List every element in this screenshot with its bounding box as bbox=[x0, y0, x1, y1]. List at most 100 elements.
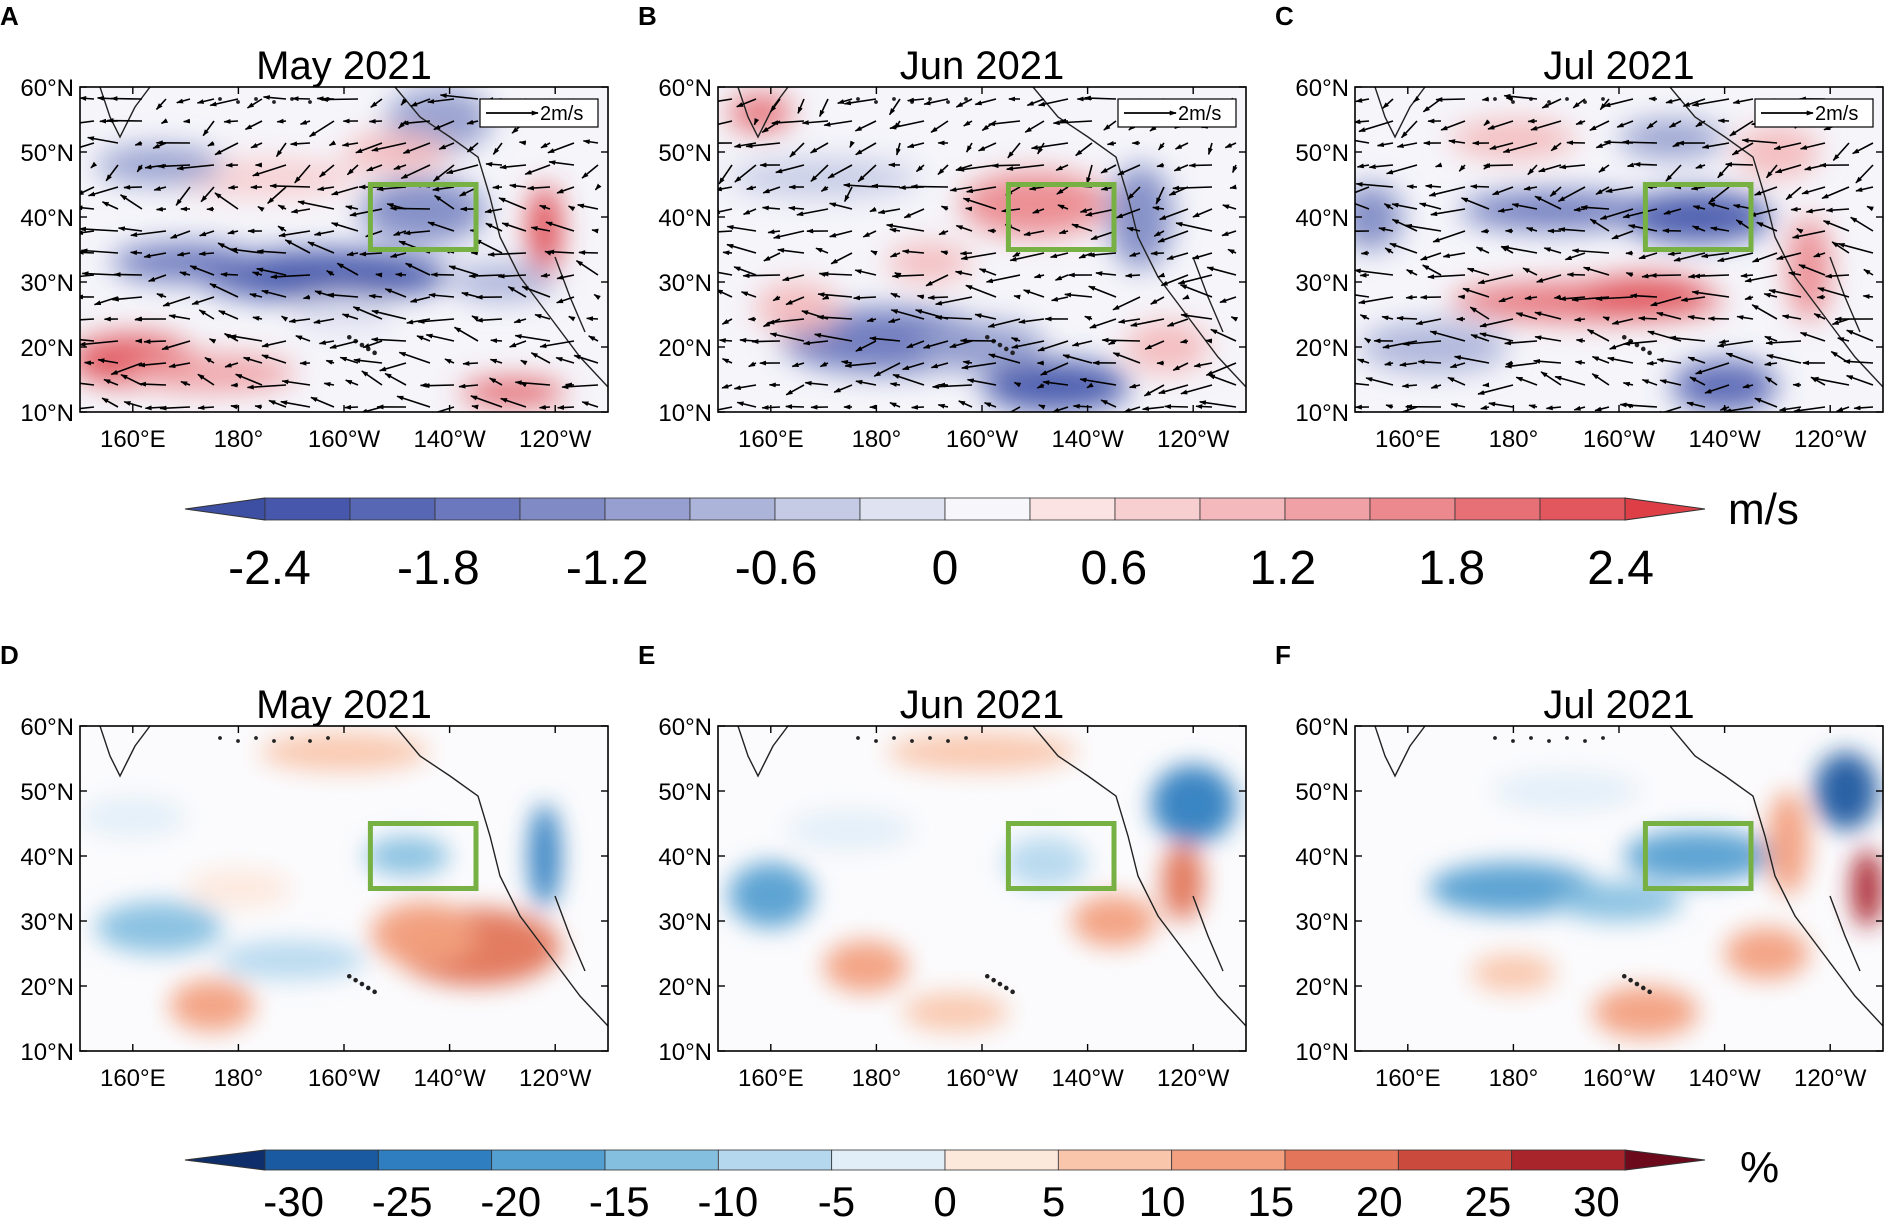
colorbar-tick-label: -15 bbox=[589, 1178, 650, 1217]
lat-tick-label: 20°N bbox=[1295, 335, 1349, 362]
colorbar-tick-label: -1.8 bbox=[397, 542, 480, 595]
colorbar-swatch bbox=[831, 1149, 946, 1171]
lon-tick-label: 160°E bbox=[100, 426, 166, 453]
study-region-box bbox=[367, 182, 479, 252]
colorbar-wind: -2.4 -1.8 -1.2 -0.6 0 0.6 1.2 1.8 2.4 m/s bbox=[184, 485, 1799, 595]
lat-tick-label: 30°N bbox=[658, 909, 712, 936]
wind-vectors bbox=[80, 93, 602, 412]
lat-tick-label: 40°N bbox=[658, 205, 712, 232]
lon-tick-label: 120°W bbox=[1794, 1065, 1867, 1092]
colorbar-swatch bbox=[1029, 497, 1116, 521]
colorbar-tick-label: 1.8 bbox=[1418, 542, 1485, 595]
anomaly-field bbox=[1355, 87, 1883, 412]
colorbar-tick-label: -30 bbox=[263, 1178, 324, 1217]
lon-tick-label: 180° bbox=[214, 426, 264, 453]
lat-tick-label: 30°N bbox=[1295, 909, 1349, 936]
lon-tick-label: 140°W bbox=[413, 1065, 486, 1092]
study-region-box bbox=[1642, 182, 1754, 252]
lat-tick-label: 40°N bbox=[658, 844, 712, 871]
lat-tick-label: 40°N bbox=[20, 844, 74, 871]
lat-tick-label: 30°N bbox=[20, 909, 74, 936]
lat-tick-label: 30°N bbox=[1295, 270, 1349, 297]
colorbar-swatch bbox=[349, 497, 436, 521]
lat-tick-label: 60°N bbox=[1295, 75, 1349, 102]
panel-D: 60°N 50°N 40°N 30°N 20°N 10°N 160°E 180° 160°W 14… bbox=[0, 640, 609, 1092]
lat-tick-label: 10°N bbox=[1295, 400, 1349, 427]
colorbar-tick-label: 10 bbox=[1139, 1178, 1186, 1217]
colorbar-swatch bbox=[944, 1149, 1059, 1171]
lon-tick-label: 180° bbox=[1489, 426, 1539, 453]
lon-tick-label: 140°W bbox=[1688, 1065, 1761, 1092]
colorbar-swatch bbox=[264, 497, 351, 521]
colorbar-swatch bbox=[1171, 1149, 1286, 1171]
panel-letter: C bbox=[1275, 1, 1294, 31]
panel-letter: B bbox=[638, 1, 657, 31]
panel-B: 2m/s 60°N 50°N 40°N 30°N 20°N 10°N 160°E 180° 160… bbox=[638, 1, 1247, 453]
study-region-box bbox=[1005, 821, 1117, 891]
lat-tick-label: 50°N bbox=[658, 779, 712, 806]
lat-tick-label: 60°N bbox=[658, 714, 712, 741]
colorbar-swatch bbox=[1284, 497, 1371, 521]
coastline bbox=[737, 87, 1246, 388]
lon-tick-label: 180° bbox=[852, 1065, 902, 1092]
colorbar-extend-high bbox=[1624, 497, 1706, 521]
lat-tick-label: 10°N bbox=[658, 1039, 712, 1066]
vector-legend-label: 2m/s bbox=[540, 103, 583, 125]
panel-C: 2m/s 60°N 50°N 40°N 30°N 20°N 10°N 160°E 180° 160… bbox=[1275, 1, 1884, 453]
lat-tick-label: 40°N bbox=[20, 205, 74, 232]
lat-tick-label: 30°N bbox=[658, 270, 712, 297]
colorbar-swatch bbox=[1539, 497, 1626, 521]
colorbar-tick-label: 15 bbox=[1247, 1178, 1294, 1217]
colorbar-swatch bbox=[774, 497, 861, 521]
vector-legend-label: 2m/s bbox=[1178, 103, 1221, 125]
lat-tick-label: 10°N bbox=[20, 1039, 74, 1066]
panel-title: May 2021 bbox=[256, 44, 432, 88]
panel-title: May 2021 bbox=[256, 683, 432, 727]
panel-letter: E bbox=[638, 640, 655, 670]
lat-tick-label: 60°N bbox=[20, 75, 74, 102]
anomaly-field bbox=[80, 87, 608, 412]
colorbar-percent: -30 -25 -20 -15 -10 -5 0 5 10 15 20 25 30% bbox=[184, 1143, 1779, 1217]
study-region-box bbox=[1005, 182, 1117, 252]
colorbar-swatch bbox=[717, 1149, 833, 1171]
coastline bbox=[99, 726, 608, 1027]
lon-tick-label: 160°E bbox=[738, 426, 804, 453]
colorbar-swatch bbox=[1057, 1149, 1173, 1171]
panel-letter: D bbox=[0, 640, 19, 670]
study-region-box bbox=[367, 821, 479, 891]
colorbar-swatch bbox=[689, 497, 776, 521]
lon-tick-label: 160°E bbox=[1375, 426, 1441, 453]
lat-tick-label: 50°N bbox=[1295, 779, 1349, 806]
colorbar-swatch bbox=[519, 497, 606, 521]
lon-tick-label: 160°W bbox=[946, 1065, 1019, 1092]
colorbar-swatch bbox=[434, 497, 521, 521]
lat-tick-label: 40°N bbox=[1295, 205, 1349, 232]
lon-tick-label: 120°W bbox=[519, 426, 592, 453]
lat-tick-label: 50°N bbox=[20, 779, 74, 806]
lon-tick-label: 160°W bbox=[308, 1065, 381, 1092]
colorbar-swatch bbox=[1397, 1149, 1513, 1171]
panel-F: 60°N 50°N 40°N 30°N 20°N 10°N 160°E 180° 160°W 14… bbox=[1275, 640, 1884, 1092]
colorbar-tick-label: -10 bbox=[698, 1178, 759, 1217]
colorbar-unit: % bbox=[1740, 1143, 1779, 1192]
colorbar-tick-label: 0 bbox=[932, 542, 959, 595]
colorbar-tick-label: -2.4 bbox=[228, 542, 311, 595]
lon-tick-label: 180° bbox=[852, 426, 902, 453]
lat-tick-label: 20°N bbox=[658, 974, 712, 1001]
colorbar-tick-label: -0.6 bbox=[735, 542, 818, 595]
anomaly-field bbox=[718, 87, 1246, 412]
wind-vectors bbox=[718, 95, 1239, 412]
colorbar-unit: m/s bbox=[1728, 485, 1799, 534]
coastline bbox=[737, 726, 1246, 1027]
colorbar-swatch bbox=[1114, 497, 1201, 521]
panel-A: 2m/s 60°N 50°N 40°N 30°N 20°N 10°N 160°E 180° 160… bbox=[0, 1, 609, 453]
lon-tick-label: 140°W bbox=[1688, 426, 1761, 453]
colorbar-tick-label: 2.4 bbox=[1587, 542, 1654, 595]
lat-tick-label: 50°N bbox=[20, 140, 74, 167]
anomaly-field bbox=[80, 726, 608, 1051]
lon-tick-label: 120°W bbox=[1794, 426, 1867, 453]
lat-tick-label: 50°N bbox=[658, 140, 712, 167]
lon-tick-label: 180° bbox=[214, 1065, 264, 1092]
colorbar-extend-low bbox=[184, 1149, 266, 1171]
colorbar-swatch bbox=[1454, 497, 1541, 521]
